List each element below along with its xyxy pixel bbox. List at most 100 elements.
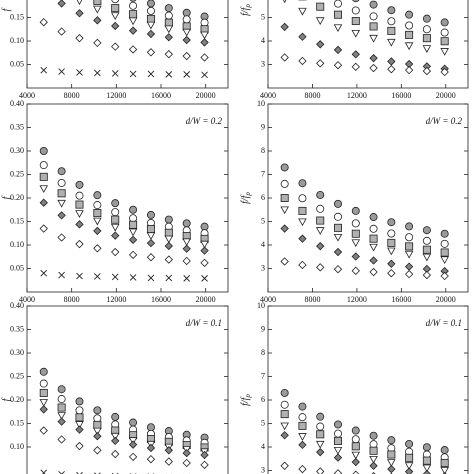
marker-diamond	[182, 51, 191, 61]
y-tick-label: 5	[261, 216, 265, 225]
marker-diamond	[111, 42, 120, 51]
marker-diamond	[387, 65, 396, 74]
marker-diamond	[387, 259, 396, 268]
y-axis-label-main: f/f	[240, 396, 251, 406]
y-tick-label: 4	[261, 36, 265, 45]
marker-diamond	[280, 431, 289, 440]
marker-diamond	[387, 57, 396, 66]
marker-diamond	[351, 252, 360, 261]
y-tick-label: 0.10	[10, 36, 24, 45]
marker-circle	[39, 146, 48, 155]
y-tick-label: 8	[261, 348, 265, 357]
marker-cross	[40, 269, 48, 277]
marker-circle	[351, 426, 360, 435]
marker-diamond	[111, 449, 120, 459]
marker-diamond	[164, 446, 173, 455]
marker-diamond	[404, 65, 414, 75]
marker-square	[422, 456, 431, 465]
marker-triangle	[110, 12, 120, 21]
marker-diamond	[298, 464, 307, 474]
marker-diamond	[422, 66, 432, 76]
y-axis-label-sub: p	[244, 4, 252, 9]
y-axis-label: f	[1, 195, 12, 199]
y-axis-label: f	[1, 7, 12, 11]
marker-square	[93, 209, 102, 218]
marker-circle	[129, 214, 138, 223]
marker-diamond	[280, 224, 289, 233]
marker-circle	[182, 8, 191, 17]
marker-diamond	[369, 53, 378, 63]
marker-triangle	[422, 253, 432, 262]
marker-circle	[316, 190, 325, 199]
marker-circle	[440, 28, 449, 37]
marker-diamond	[93, 16, 102, 25]
x-tick-label: 12000	[106, 295, 126, 304]
marker-triangle	[280, 206, 289, 215]
marker-square	[387, 238, 396, 247]
marker-cross	[76, 471, 83, 474]
y-tick-label: 4	[261, 240, 265, 249]
marker-triangle	[369, 455, 378, 464]
marker-circle	[333, 199, 342, 208]
y-tick-label: 0.30	[10, 348, 24, 357]
marker-diamond	[298, 260, 307, 270]
marker-triangle	[404, 462, 414, 470]
marker-diamond	[57, 27, 66, 36]
marker-triangle	[315, 227, 325, 235]
marker-triangle	[128, 228, 138, 237]
x-tick-label: 4000	[19, 295, 35, 304]
marker-circle	[298, 179, 307, 188]
y-tick-label: 9	[261, 324, 265, 333]
marker-diamond	[280, 461, 289, 470]
marker-circle	[405, 10, 414, 19]
marker-triangle	[76, 0, 83, 6]
x-tick-label: 20000	[436, 295, 456, 304]
marker-square	[351, 442, 360, 451]
marker-circle	[316, 204, 325, 213]
marker-cross	[94, 69, 101, 77]
marker-circle	[405, 21, 414, 30]
marker-triangle	[298, 433, 307, 441]
y-tick-label: 4	[261, 442, 265, 451]
annotation: d/W = 0.2	[426, 116, 463, 126]
marker-diamond	[111, 21, 120, 31]
y-tick-label: 0.20	[10, 395, 24, 404]
marker-diamond	[182, 448, 191, 458]
marker-diamond	[298, 56, 307, 66]
marker-diamond	[39, 426, 48, 435]
marker-square	[369, 446, 378, 455]
marker-diamond	[164, 33, 173, 42]
marker-triangle	[280, 422, 289, 431]
marker-diamond	[280, 22, 289, 32]
marker-square	[280, 410, 289, 419]
marker-circle	[129, 205, 138, 214]
marker-diamond	[316, 242, 325, 251]
y-tick-label: 0.05	[10, 263, 24, 272]
marker-square	[387, 26, 396, 35]
marker-circle	[422, 236, 431, 245]
marker-circle	[351, 206, 360, 215]
marker-diamond	[75, 34, 84, 43]
marker-diamond	[316, 448, 325, 457]
marker-triangle	[404, 42, 414, 51]
marker-triangle	[387, 459, 396, 467]
marker-square	[57, 403, 66, 412]
marker-circle	[146, 210, 155, 219]
marker-square	[298, 206, 307, 215]
marker-diamond	[404, 262, 414, 271]
marker-circle	[75, 191, 84, 200]
marker-square	[164, 18, 173, 27]
marker-square	[316, 2, 325, 11]
marker-diamond	[128, 235, 138, 244]
marker-diamond	[404, 467, 414, 474]
marker-cross	[147, 274, 155, 282]
marker-square	[440, 248, 449, 257]
x-tick-label: 16000	[391, 295, 411, 304]
marker-cross	[58, 68, 65, 75]
marker-square	[333, 436, 342, 445]
marker-diamond	[200, 38, 209, 47]
marker-diamond	[146, 455, 156, 464]
marker-triangle	[351, 29, 361, 38]
marker-square	[369, 22, 378, 31]
marker-circle	[387, 17, 396, 26]
